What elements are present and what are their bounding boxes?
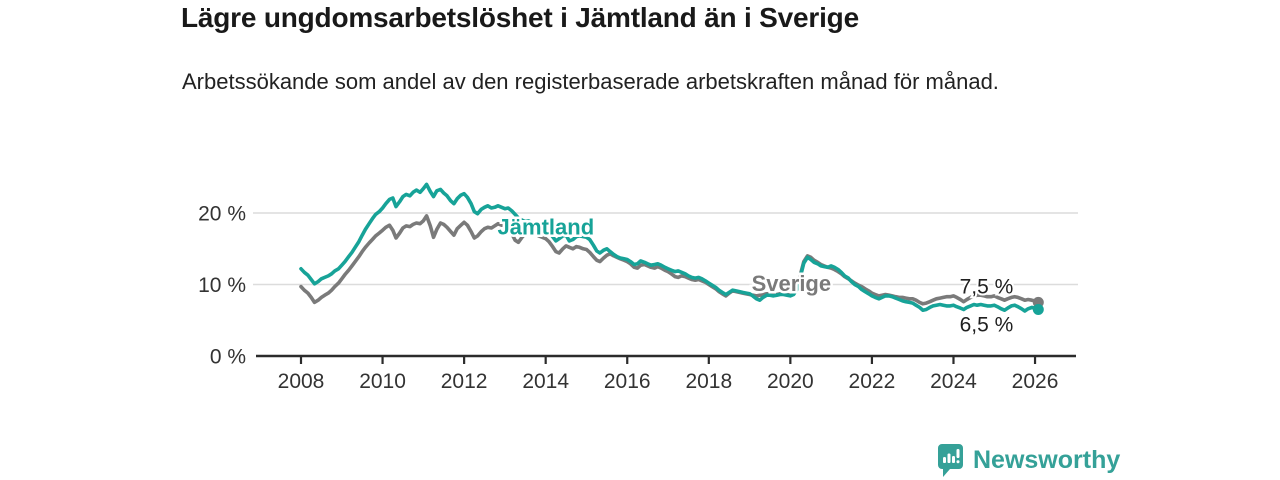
x-axis-label: 2016 [604, 370, 651, 393]
x-axis-label: 2018 [685, 370, 732, 393]
x-axis-label: 2022 [849, 370, 896, 393]
series-label-sverige: Sverige [752, 271, 832, 296]
series-end-dot-jämtland [1032, 304, 1044, 316]
end-value-label-jämtland: 6,5 % [960, 314, 1014, 337]
series-label-jämtland: Jämtland [498, 214, 595, 239]
newsworthy-logo[interactable]: Newsworthy [938, 444, 1120, 477]
x-axis-label: 2024 [930, 370, 977, 393]
x-axis-label: 2020 [767, 370, 814, 393]
chart-subtitle: Arbetssökande som andel av den registerb… [182, 69, 999, 94]
x-axis-label: 2010 [359, 370, 406, 393]
y-axis-label: 0 % [210, 346, 246, 369]
chart-title: Lägre ungdomsarbetslöshet i Jämtland än … [181, 2, 859, 33]
x-axis-label: 2008 [278, 370, 325, 393]
bar-chart-speech-bubble-icon [938, 444, 963, 477]
series-line-sverige [299, 214, 1041, 306]
y-axis-label: 20 % [198, 203, 246, 226]
x-axis-label: 2012 [441, 370, 488, 393]
x-axis-label: 2014 [522, 370, 569, 393]
series-line-jämtland [299, 182, 1041, 313]
y-axis-label: 10 % [198, 274, 246, 297]
end-value-label-sverige: 7,5 % [960, 275, 1014, 298]
x-axis-label: 2026 [1012, 370, 1059, 393]
newsworthy-logo-text: Newsworthy [973, 446, 1121, 474]
